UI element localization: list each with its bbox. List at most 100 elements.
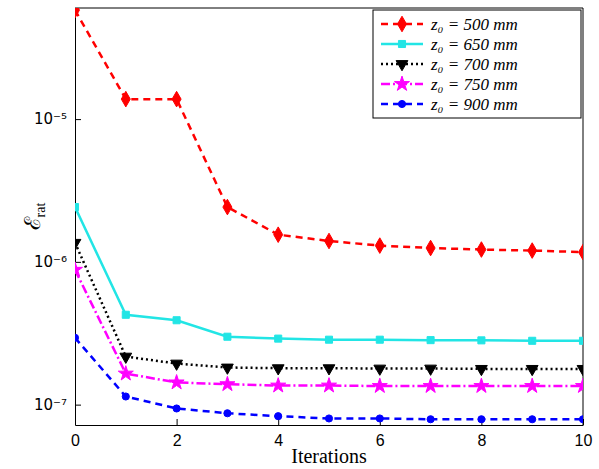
series-marker	[173, 317, 180, 324]
x-tick: 2	[173, 419, 182, 449]
series-marker	[375, 238, 384, 254]
series-marker	[427, 416, 434, 423]
y-tick: 10⁻⁶	[34, 253, 81, 271]
series-marker	[173, 405, 180, 412]
series-marker	[372, 378, 387, 392]
series-marker	[577, 365, 583, 375]
series-marker	[224, 410, 231, 417]
series-marker	[122, 311, 129, 318]
y-tick: 10⁻⁷	[34, 396, 81, 414]
series-marker	[224, 333, 231, 340]
x-axis-line	[76, 425, 584, 426]
legend-label: z₀ = 650 mm	[430, 35, 518, 54]
series-line	[75, 338, 583, 419]
legend-marker	[398, 40, 405, 47]
series-marker	[325, 233, 334, 249]
y-tick-label: 10⁻⁷	[34, 396, 67, 414]
legend-label: z₀ = 700 mm	[430, 55, 518, 74]
series-marker	[323, 365, 335, 375]
series-marker	[374, 365, 386, 375]
series-marker	[325, 336, 332, 343]
series-marker	[579, 416, 583, 423]
series-marker	[474, 378, 489, 392]
series-line	[75, 207, 583, 341]
series-marker	[118, 366, 133, 380]
plot-background	[75, 8, 583, 425]
x-tick: 8	[477, 419, 486, 449]
y-tick-mark	[75, 119, 81, 120]
series-marker	[272, 365, 284, 375]
series-marker	[477, 242, 486, 258]
series-line	[75, 10, 583, 252]
series-marker	[575, 378, 583, 392]
legend: z₀ = 500 mmz₀ = 650 mmz₀ = 700 mmz₀ = 75…	[373, 10, 581, 118]
series-marker	[171, 360, 183, 370]
series-marker	[222, 364, 234, 374]
series-marker	[579, 244, 583, 260]
series-marker	[525, 378, 540, 392]
y-tick-label: 10⁻⁵	[34, 110, 67, 128]
legend-marker	[396, 61, 408, 71]
series-marker	[478, 337, 485, 344]
series-marker	[120, 353, 132, 363]
series-marker	[172, 91, 181, 107]
frame-right	[583, 8, 584, 425]
series-marker	[121, 91, 130, 107]
series-marker	[321, 378, 336, 392]
series-marker	[427, 337, 434, 344]
y-tick-mark	[75, 262, 81, 263]
series-marker	[75, 334, 79, 341]
y-tick: 10⁻⁵	[34, 110, 81, 128]
series-marker	[376, 415, 383, 422]
legend-box	[373, 10, 581, 118]
x-tick: 10	[575, 419, 593, 449]
series-marker	[220, 376, 235, 390]
series-marker	[423, 378, 438, 392]
series-marker	[325, 415, 332, 422]
series-marker	[529, 337, 536, 344]
series-marker	[476, 365, 488, 375]
legend-marker	[398, 16, 407, 32]
series-marker	[425, 365, 437, 375]
series-marker	[478, 416, 485, 423]
x-tick: 6	[376, 419, 385, 449]
series-marker	[526, 365, 538, 375]
x-tick-mark	[177, 419, 178, 425]
series-marker	[271, 378, 286, 392]
x-tick-label: 4	[274, 432, 283, 449]
series-marker	[75, 8, 79, 18]
plot-area	[75, 8, 583, 423]
series-marker	[275, 335, 282, 342]
x-tick-label: 6	[376, 432, 385, 449]
y-axis-line	[75, 9, 76, 426]
legend-label: z₀ = 500 mm	[430, 15, 518, 34]
x-axis-title: Iterations	[291, 445, 367, 467]
series-marker	[528, 243, 537, 259]
y-tick-label: 10⁻⁶	[34, 253, 67, 271]
frame-top	[75, 8, 583, 9]
legend-marker	[394, 76, 409, 90]
y-axis: 10⁻⁷ 10⁻⁶ 10⁻⁵	[34, 9, 81, 426]
y-tick-mark	[75, 405, 81, 406]
series-line	[75, 243, 583, 369]
series-marker	[579, 337, 583, 344]
series-marker	[529, 416, 536, 423]
series-marker	[122, 393, 129, 400]
series-line	[75, 270, 583, 386]
x-tick: 4	[274, 419, 283, 449]
x-tick-label: 10	[575, 432, 593, 449]
x-tick-label: 0	[71, 432, 80, 449]
series-marker	[223, 199, 232, 215]
series-marker	[75, 262, 83, 276]
series-marker	[75, 204, 79, 211]
x-tick-label: 8	[477, 432, 486, 449]
chart: 0 2 4 6 8 10 10⁻⁷ 10⁻⁶ 10⁻⁵ Iterations ℰrat z₀ = 50…	[0, 0, 599, 469]
series-marker	[169, 375, 184, 389]
legend-label: z₀ = 900 mm	[430, 95, 518, 114]
series-marker	[376, 336, 383, 343]
series-marker	[274, 227, 283, 243]
series-marker	[75, 239, 81, 249]
y-axis-title: ℰrat	[20, 203, 48, 231]
legend-marker	[398, 100, 405, 107]
series-marker	[426, 240, 435, 256]
